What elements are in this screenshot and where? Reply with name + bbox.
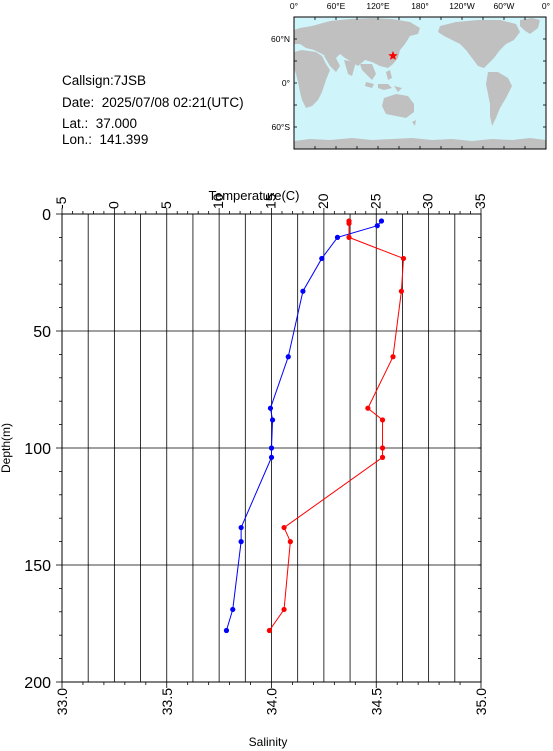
map-lat-label: 60°S [271, 122, 290, 132]
salinity-point [346, 234, 352, 240]
depth-axis-title: Depth(m) [0, 423, 13, 473]
australia-land [382, 94, 416, 126]
salinity-tick-label: 34.0 [264, 688, 280, 715]
eurasia-land [294, 18, 420, 68]
depth-tick-label: 50 [33, 324, 51, 341]
temperature-point [267, 405, 274, 411]
salinity-point [365, 405, 371, 411]
temperature-point [374, 223, 380, 229]
temperature-point [378, 218, 385, 224]
depth-tick-label: 150 [24, 558, 51, 575]
grid-lines [62, 214, 481, 682]
map-lon-label: 60°W [494, 1, 515, 11]
temperature-point [285, 354, 291, 360]
depth-tick-label: 200 [24, 675, 51, 692]
japan-land [394, 40, 403, 54]
salinity-point [400, 255, 407, 262]
salinity-tick-label: 33.0 [54, 688, 70, 715]
temperature-tick-label: 25 [367, 193, 383, 209]
location-map: 0° 60°E 120°E 180° 120°W 60°W 0° 60°N 0° 60°S [271, 1, 550, 150]
salinity-tick-label: 35.0 [473, 688, 489, 715]
salinity-series [266, 218, 407, 634]
salinity-point [281, 524, 287, 531]
temperature-point [334, 234, 341, 240]
date-text: Date: 2025/07/08 02:21(UTC) [62, 95, 244, 110]
callsign-text: Callsign:7JSB [62, 73, 147, 88]
temperature-tick-label: 5 [158, 201, 174, 209]
depth-tick-label: 100 [24, 441, 51, 458]
temperature-tick-label: 20 [315, 193, 331, 209]
temperature-axis-title: Temperature(C) [208, 188, 299, 203]
temperature-tick-label: 15 [263, 193, 279, 209]
temperature-point [300, 288, 306, 294]
temperature-tick-label: 0 [105, 201, 121, 209]
temperature-series [223, 218, 385, 634]
indonesia-land [365, 70, 402, 92]
temperature-tick-labels: -5 0 5 10 15 20 25 30 35 [53, 193, 488, 209]
salinity-tick-labels: 33.0 33.5 34.0 34.5 35.0 [54, 688, 489, 715]
salinity-line [268, 221, 405, 631]
north-america-land [438, 20, 520, 68]
temperature-tick-label: -5 [53, 196, 69, 209]
salinity-point [287, 539, 293, 545]
temperature-point [268, 445, 275, 451]
map-longitude-labels: 0° 60°E 120°E 180° 120°W 60°W 0° [290, 1, 550, 11]
salinity-axis-title: Salinity [249, 735, 288, 749]
latitude-text: Lat.: 37.000 [62, 116, 138, 131]
map-ticks [293, 16, 547, 150]
series-layer [223, 218, 407, 634]
map-lon-label: 0° [542, 1, 550, 11]
temperature-tick-label: 10 [210, 193, 226, 209]
salinity-point [390, 354, 396, 360]
depth-tick-labels: 0 50 100 150 200 [24, 207, 51, 692]
temperature-point [230, 606, 236, 613]
temperature-point [319, 255, 325, 262]
salinity-point [379, 445, 386, 451]
salinity-point [379, 417, 386, 423]
depth-tick-label: 0 [42, 207, 51, 224]
africa-land [294, 50, 330, 108]
salinity-point [346, 220, 352, 226]
south-america-land [486, 72, 512, 126]
greenland-land [520, 18, 540, 34]
station-marker-icon [388, 50, 398, 60]
temperature-point [268, 454, 275, 460]
map-latitude-labels: 60°N 0° 60°S [271, 34, 290, 132]
plot-frame [61, 213, 482, 683]
temperature-tick-label: 30 [420, 193, 436, 209]
map-lon-label: 180° [411, 1, 429, 11]
salinity-point [398, 288, 404, 294]
map-lon-label: 0° [290, 1, 298, 11]
temperature-tick-label: 35 [472, 193, 488, 209]
map-lon-label: 120°E [366, 1, 390, 11]
map-lon-label: 60°E [327, 1, 346, 11]
temperature-point [269, 417, 276, 423]
south-asia-land [324, 56, 376, 80]
land-masses [294, 18, 546, 149]
temperature-point [238, 524, 244, 531]
map-lon-label: 120°W [449, 1, 475, 11]
map-lat-label: 60°N [271, 34, 290, 44]
temperature-point [223, 627, 230, 634]
temperature-point [238, 539, 244, 545]
map-lat-label: 0° [282, 78, 290, 88]
longitude-text: Lon.: 141.399 [62, 132, 149, 147]
profile-plot: -5 0 5 10 15 20 25 30 35 33.0 33.5 34.0 34.5 35.0 05… [0, 188, 489, 749]
salinity-point [266, 627, 273, 634]
salinity-tick-label: 33.5 [159, 688, 175, 715]
salinity-point [379, 454, 386, 460]
temperature-line [225, 220, 382, 631]
salinity-tick-label: 34.5 [368, 688, 384, 715]
salinity-point [281, 606, 287, 613]
